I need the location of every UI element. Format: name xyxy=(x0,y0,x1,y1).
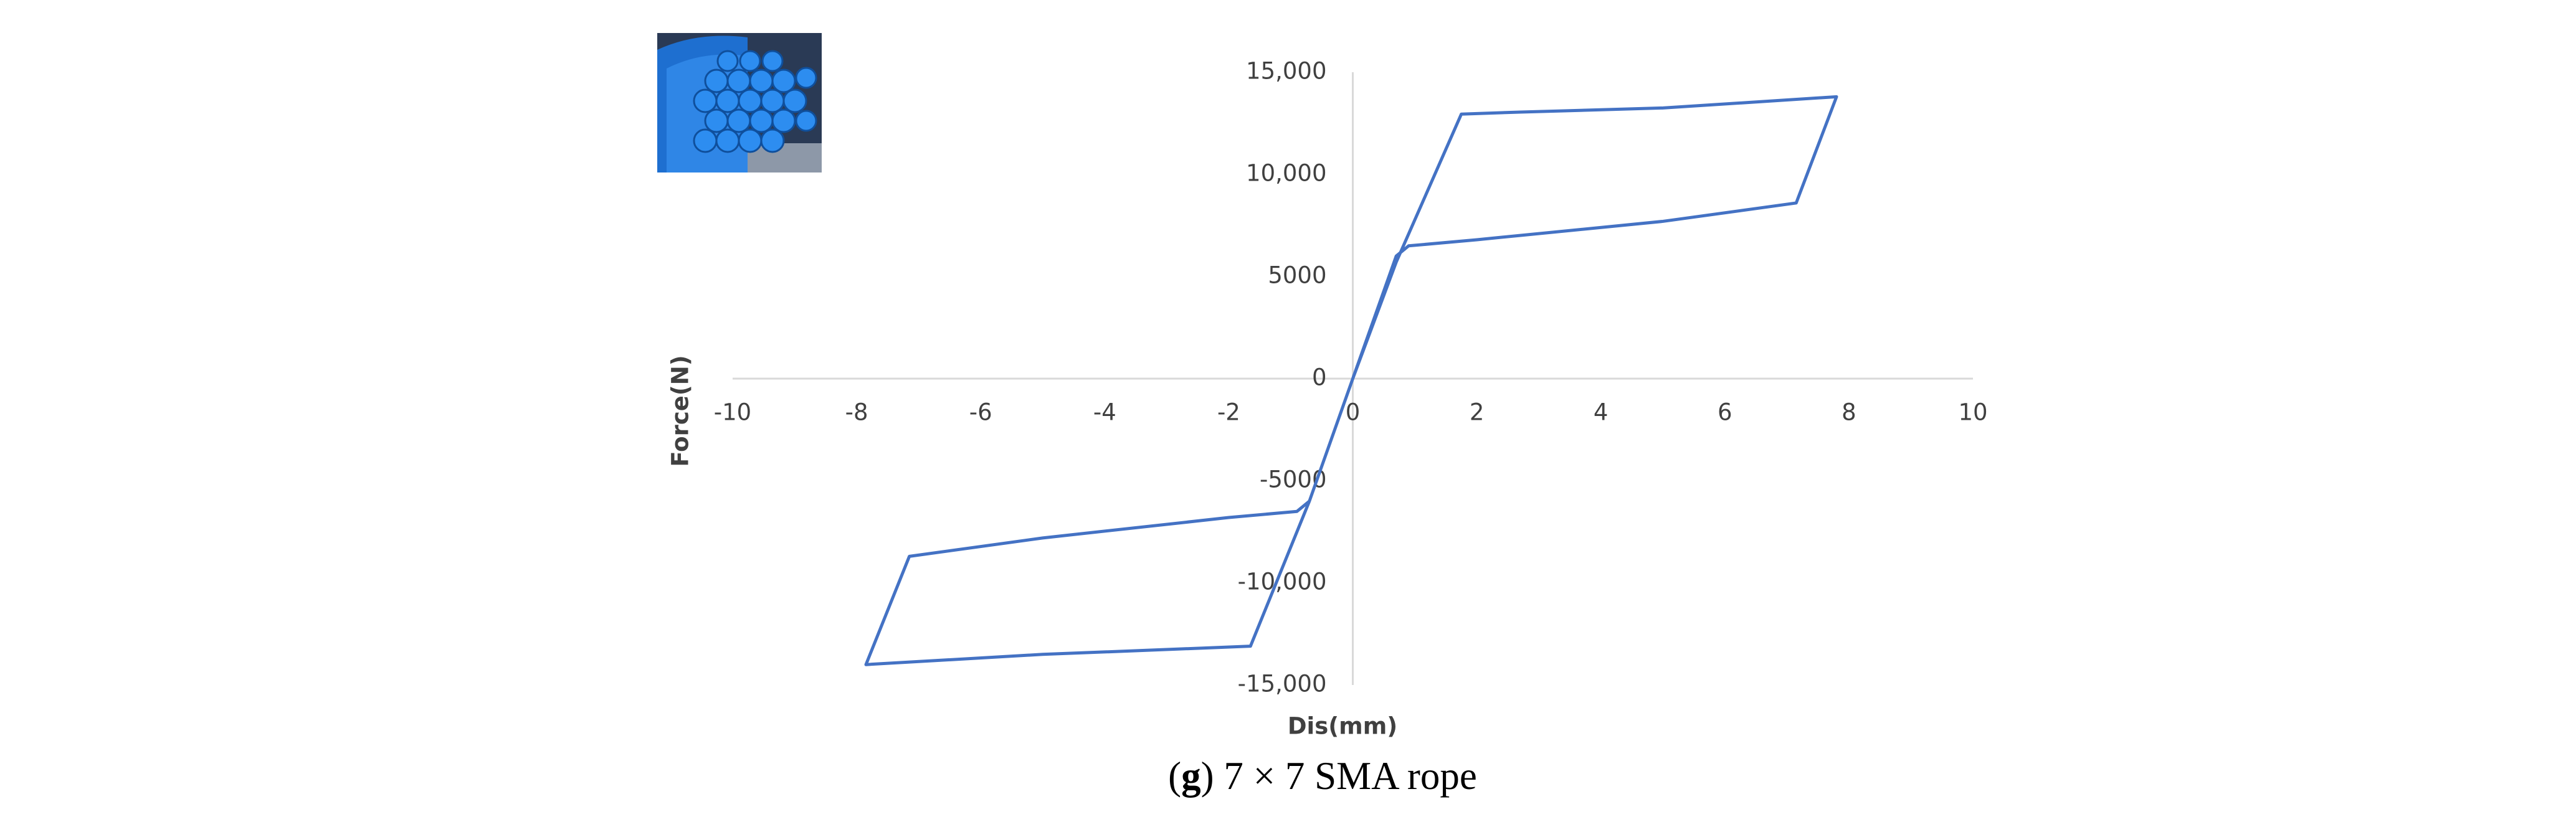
x-tick-label: 2 xyxy=(1470,399,1485,426)
x-tick-label: 10 xyxy=(1958,399,1987,426)
caption: (g) 7 × 7 SMA rope xyxy=(1168,754,1477,798)
y-tick-label: 10,000 xyxy=(1246,160,1326,187)
y-tick-label: 0 xyxy=(1312,364,1327,391)
x-tick-label: -4 xyxy=(1093,399,1116,426)
y-axis-label: Force(N) xyxy=(667,355,694,466)
x-tick-label: -6 xyxy=(969,399,992,426)
y-tick-label: 15,000 xyxy=(1246,58,1326,85)
x-tick-label: -8 xyxy=(845,399,868,426)
x-tick-label: -2 xyxy=(1217,399,1240,426)
caption-letter: g xyxy=(1181,754,1201,798)
caption-open: ( xyxy=(1168,754,1181,798)
x-tick-label: -10 xyxy=(714,399,751,426)
x-tick-label: 6 xyxy=(1718,399,1732,426)
x-axis-label: Dis(mm) xyxy=(1288,713,1397,740)
rope-thumbnail xyxy=(657,33,822,172)
y-tick-label: -15,000 xyxy=(1238,671,1327,697)
x-tick-label: 8 xyxy=(1842,399,1856,426)
x-tick-label: 0 xyxy=(1346,399,1361,426)
y-tick-label: -10,000 xyxy=(1238,569,1327,595)
series-line xyxy=(864,95,1838,666)
caption-text: ) 7 × 7 SMA rope xyxy=(1201,754,1477,798)
x-tick-label: 4 xyxy=(1594,399,1609,426)
y-tick-label: 5000 xyxy=(1268,262,1326,289)
